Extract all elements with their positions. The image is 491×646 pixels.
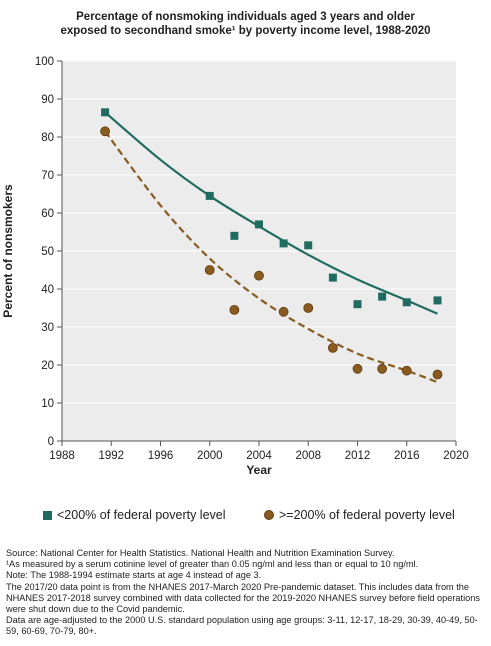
- point-below-200: [230, 231, 239, 240]
- point-below-200: [279, 239, 288, 248]
- x-axis: 1988 1992 1996 2000 2004 2008 2012 2016 2020: [49, 440, 469, 462]
- x-tick-label: 2020: [443, 450, 469, 462]
- x-tick-label: 2000: [197, 450, 223, 462]
- gridlines: [62, 60, 456, 404]
- footnotes: Source: National Center for Health Stati…: [6, 548, 488, 638]
- point-above-200: [278, 306, 289, 317]
- y-axis-label: Percent of nonsmokers: [1, 184, 15, 318]
- point-below-200: [353, 300, 362, 309]
- y-tick-label: 100: [35, 56, 54, 68]
- legend-label-below-200: <200% of federal poverty level: [57, 508, 226, 522]
- point-below-200: [402, 298, 411, 307]
- point-below-200: [304, 241, 313, 250]
- x-tick-label: 2012: [345, 450, 371, 462]
- y-tick-label: 40: [41, 284, 54, 296]
- legend-item-below-200: <200% of federal poverty level: [43, 508, 226, 522]
- x-tick-label: 1992: [98, 450, 124, 462]
- point-above-200: [229, 304, 240, 315]
- y-tick-label: 30: [41, 322, 54, 334]
- point-below-200: [328, 273, 337, 282]
- note-source: Source: National Center for Health Stati…: [6, 548, 395, 558]
- y-tick-label: 10: [41, 398, 54, 410]
- point-below-200: [378, 292, 387, 301]
- y-tick-label: 90: [41, 94, 54, 106]
- point-above-200: [352, 363, 363, 374]
- point-above-200: [303, 303, 314, 313]
- trend-lines: [104, 111, 438, 384]
- data-points: [100, 108, 443, 380]
- point-above-200: [432, 369, 443, 380]
- circle-marker-icon: [264, 510, 274, 520]
- y-tick-label: 80: [41, 132, 54, 144]
- legend-item-above-200: >=200% of federal poverty level: [264, 508, 455, 522]
- note-age: Note: The 1988-1994 estimate starts at a…: [6, 570, 262, 581]
- chart-title-line-2: exposed to secondhand smoke¹ by poverty …: [60, 25, 431, 37]
- legend-label-above-200: >=200% of federal poverty level: [279, 508, 455, 522]
- x-tick-label: 1996: [148, 450, 174, 462]
- legend: <200% of federal poverty level >=200% of…: [0, 500, 491, 530]
- y-tick-label: 70: [41, 170, 54, 182]
- x-tick-label: 2008: [295, 450, 321, 462]
- note-dataset: The 2017/20 data point is from the NHANE…: [6, 581, 483, 615]
- note-age-adjusted: Data are age-adjusted to the 2000 U.S. s…: [6, 615, 478, 637]
- x-axis-label: Year: [246, 463, 272, 477]
- point-below-200: [433, 296, 442, 305]
- point-above-200: [327, 342, 338, 353]
- square-marker-icon: [43, 510, 52, 520]
- point-below-200: [101, 108, 110, 117]
- y-tick-label: 50: [41, 246, 54, 258]
- y-tick-label: 20: [41, 360, 54, 372]
- chart-title: Percentage of nonsmoking individuals age…: [0, 10, 491, 38]
- point-above-200: [401, 365, 412, 376]
- trend-line-below-200: [104, 111, 438, 315]
- point-above-200: [100, 126, 110, 137]
- x-tick-label: 2016: [394, 450, 420, 462]
- y-axis: 0 10 20 30 40 50 60 70 80 90 100: [35, 56, 63, 448]
- point-above-200: [204, 265, 215, 275]
- point-above-200: [254, 270, 264, 281]
- y-tick-label: 0: [48, 436, 54, 448]
- x-tick-label: 1988: [49, 450, 75, 462]
- note-cotinine: ¹As measured by a serum cotinine level o…: [6, 559, 419, 570]
- point-above-200: [377, 363, 388, 374]
- chart-title-line-1: Percentage of nonsmoking individuals age…: [76, 11, 415, 23]
- scatter-chart: 1988 1992 1996 2000 2004 2008 2012 2016 2020 0 10…: [1, 56, 469, 477]
- x-tick-label: 2004: [246, 450, 272, 462]
- point-below-200: [205, 191, 214, 200]
- y-tick-label: 60: [41, 208, 54, 220]
- point-below-200: [255, 220, 263, 229]
- trend-line-above-200: [104, 130, 438, 384]
